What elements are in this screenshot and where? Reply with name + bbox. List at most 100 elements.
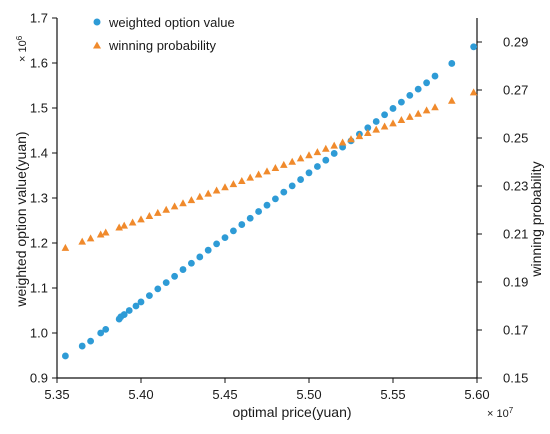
- weighted-option-value-point: [204, 246, 212, 254]
- legend-marker-weighted: [93, 18, 101, 26]
- winning-probability-point: [229, 180, 238, 188]
- weighted-option-value-point: [87, 337, 94, 345]
- winning-probability-point: [322, 144, 330, 152]
- winning-probability-point: [246, 173, 254, 181]
- y-tick-label: 1.0: [30, 326, 48, 341]
- y2-axis-title: winning probability: [528, 161, 544, 277]
- y2-tick-label: 0.27: [503, 83, 528, 98]
- x-tick-label: 5.40: [128, 387, 153, 402]
- winning-probability-point: [196, 192, 204, 200]
- y-scale-base: × 10: [17, 40, 29, 62]
- x-scale-base: × 10: [487, 408, 509, 420]
- winning-probability-point: [254, 170, 263, 178]
- winning-probability-point: [406, 112, 414, 120]
- winning-probability-point: [128, 218, 137, 226]
- weighted-option-value-point: [470, 43, 478, 51]
- y-tick-label: 1.2: [30, 236, 48, 251]
- weighted-option-value-point: [314, 163, 321, 170]
- x-tick-label: 5.50: [296, 387, 321, 402]
- weighted-option-value-point: [196, 253, 204, 261]
- weighted-option-value-point: [132, 302, 140, 310]
- winning-probability-point: [372, 125, 380, 133]
- weighted-option-value-point: [297, 176, 304, 183]
- winning-probability-point: [154, 208, 162, 216]
- winning-probability-point: [263, 167, 271, 175]
- legend-label-winning: winning probability: [108, 38, 216, 53]
- y2-tick-label: 0.21: [503, 227, 528, 242]
- weighted-option-value-point: [188, 259, 195, 267]
- weighted-option-value-point: [120, 311, 128, 318]
- winning-probability-point: [280, 160, 288, 168]
- y-scale-factor: × 106: [15, 35, 29, 62]
- y-scale-exponent: 6: [15, 35, 24, 40]
- winning-probability-point: [137, 215, 145, 223]
- winning-probability-point: [145, 212, 154, 219]
- weighted-option-value-point: [263, 201, 271, 209]
- winning-probability-point: [86, 234, 95, 242]
- weighted-option-value-point: [238, 221, 246, 228]
- weighted-option-value-point: [389, 105, 397, 112]
- x-tick-label: 5.35: [44, 387, 69, 402]
- winning-probability-point: [469, 88, 478, 96]
- winning-probability-point: [414, 109, 422, 117]
- y2-tick-label: 0.29: [503, 35, 528, 50]
- weighted-option-value-point: [78, 342, 86, 350]
- weighted-option-value-point: [97, 329, 105, 337]
- x-scale-exponent: 7: [509, 406, 514, 415]
- weighted-option-value-point: [280, 188, 288, 196]
- winning-probability-point: [422, 106, 431, 114]
- y2-tick-label: 0.15: [503, 371, 528, 386]
- winning-probability-point: [212, 186, 221, 194]
- winning-probability-point: [305, 151, 313, 159]
- x-scale-factor: × 107: [487, 406, 514, 420]
- winning-probability-point: [330, 141, 338, 149]
- weighted-option-value-point: [102, 326, 110, 333]
- y-tick-label: 0.9: [30, 371, 48, 386]
- winning-probability-point: [170, 202, 179, 210]
- y2-tick-label: 0.17: [503, 323, 528, 338]
- legend-marker-winning: [93, 41, 101, 49]
- weighted-option-value-point: [305, 169, 313, 177]
- y-tick-label: 1.7: [30, 11, 48, 26]
- weighted-option-value-point: [179, 266, 187, 273]
- winning-probability-point: [238, 176, 246, 184]
- winning-probability-point: [115, 223, 123, 231]
- weighted-option-value-point: [246, 214, 254, 222]
- y-tick-label: 1.6: [30, 56, 48, 71]
- weighted-option-value-point: [137, 298, 145, 306]
- weighted-option-value-point: [330, 150, 338, 157]
- winning-probability-point: [380, 122, 389, 130]
- legend: weighted option value winning probabilit…: [93, 15, 235, 53]
- weighted-option-value-point: [171, 272, 179, 280]
- winning-probability-point: [96, 230, 105, 238]
- y-axis-title: weighted option value(yuan): [13, 131, 29, 307]
- weighted-option-value-point: [423, 79, 430, 87]
- y2-tick-label: 0.23: [503, 179, 528, 194]
- right-y-axis: 0.15 0.17 0.19 0.21 0.23 0.25 0.27 0.29: [477, 35, 528, 386]
- winning-probability-point: [221, 183, 229, 191]
- weighted-option-value-point: [431, 72, 439, 80]
- weighted-option-value-point: [288, 182, 296, 190]
- weighted-option-value-point: [448, 60, 456, 67]
- x-tick-label: 5.55: [380, 387, 405, 402]
- winning-probability-point: [347, 135, 355, 143]
- winning-probability-point: [162, 205, 170, 213]
- winning-probability-point: [187, 196, 196, 204]
- weighted-option-value-point: [162, 279, 170, 286]
- winning-probability-point: [204, 189, 212, 197]
- winning-probability-point: [313, 148, 322, 156]
- winning-probability-point: [271, 164, 280, 171]
- winning-probability-point: [288, 157, 296, 165]
- y-tick-label: 1.1: [30, 281, 48, 296]
- x-axis: 5.35 5.40 5.45 5.50 5.55 5.60: [44, 378, 490, 402]
- y-tick-label: 1.5: [30, 101, 48, 116]
- winning-probability-point: [389, 119, 397, 127]
- weighted-option-value-point: [125, 307, 133, 314]
- y-tick-label: 1.3: [30, 191, 48, 206]
- winning-probability-point: [61, 243, 70, 251]
- y2-tick-label: 0.25: [503, 131, 528, 146]
- y-tick-label: 1.4: [30, 146, 48, 161]
- weighted-option-value-point: [322, 156, 330, 164]
- winning-probability-point: [355, 132, 364, 140]
